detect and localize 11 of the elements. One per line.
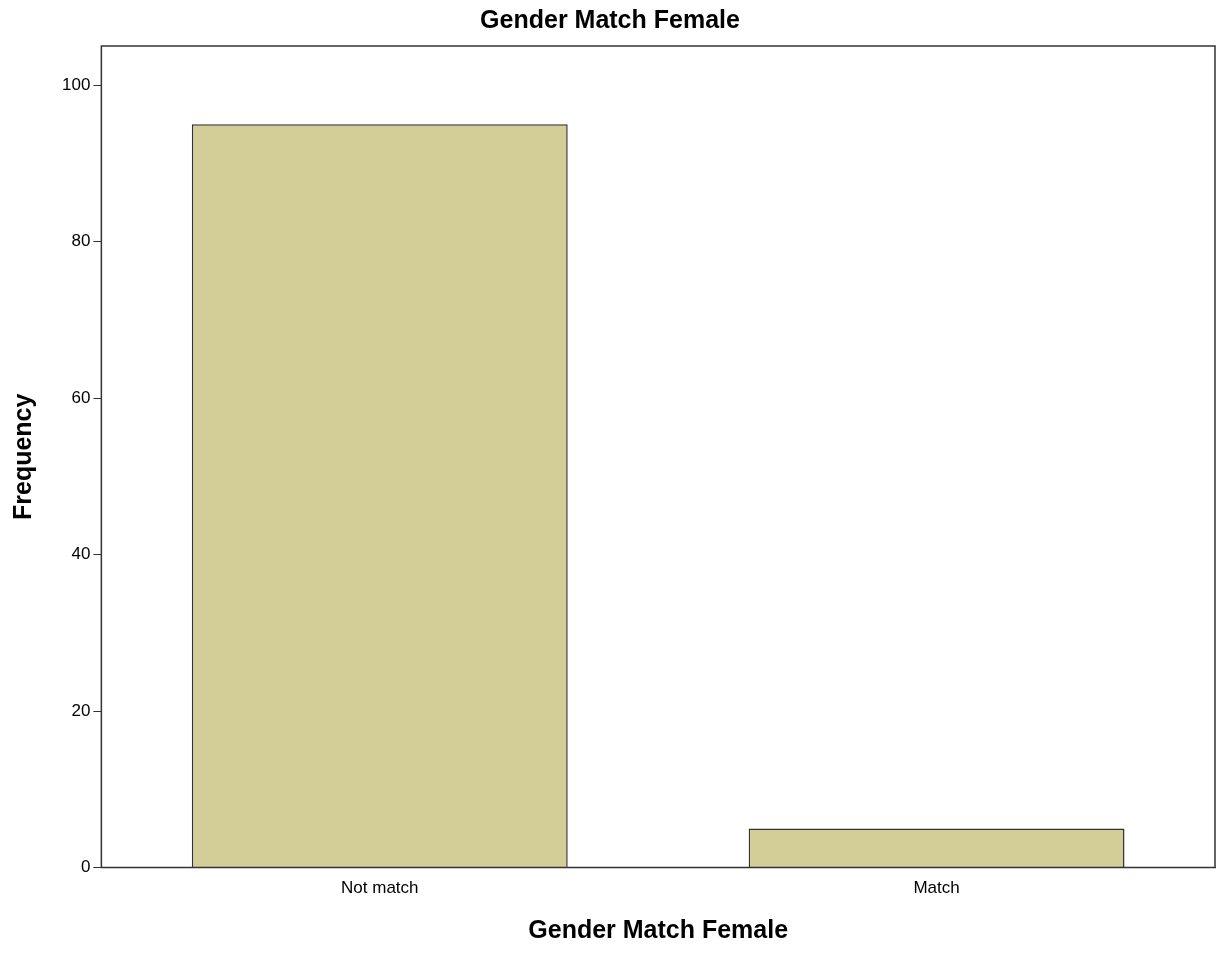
x-tick-label: Not match [341, 878, 419, 898]
y-tick-label: 20 [71, 700, 91, 720]
y-tick-label: 100 [61, 74, 91, 94]
y-tick-label: 80 [71, 231, 91, 251]
x-tick-label: Match [913, 878, 960, 898]
chart-title: Gender Match Female [480, 4, 740, 33]
y-tick-label: 60 [71, 387, 91, 407]
y-axis-title: Frequency [7, 393, 36, 521]
x-axis-title: Gender Match Female [528, 914, 789, 943]
y-tick-label: 0 [80, 857, 91, 877]
y-tick-label: 40 [71, 544, 91, 564]
